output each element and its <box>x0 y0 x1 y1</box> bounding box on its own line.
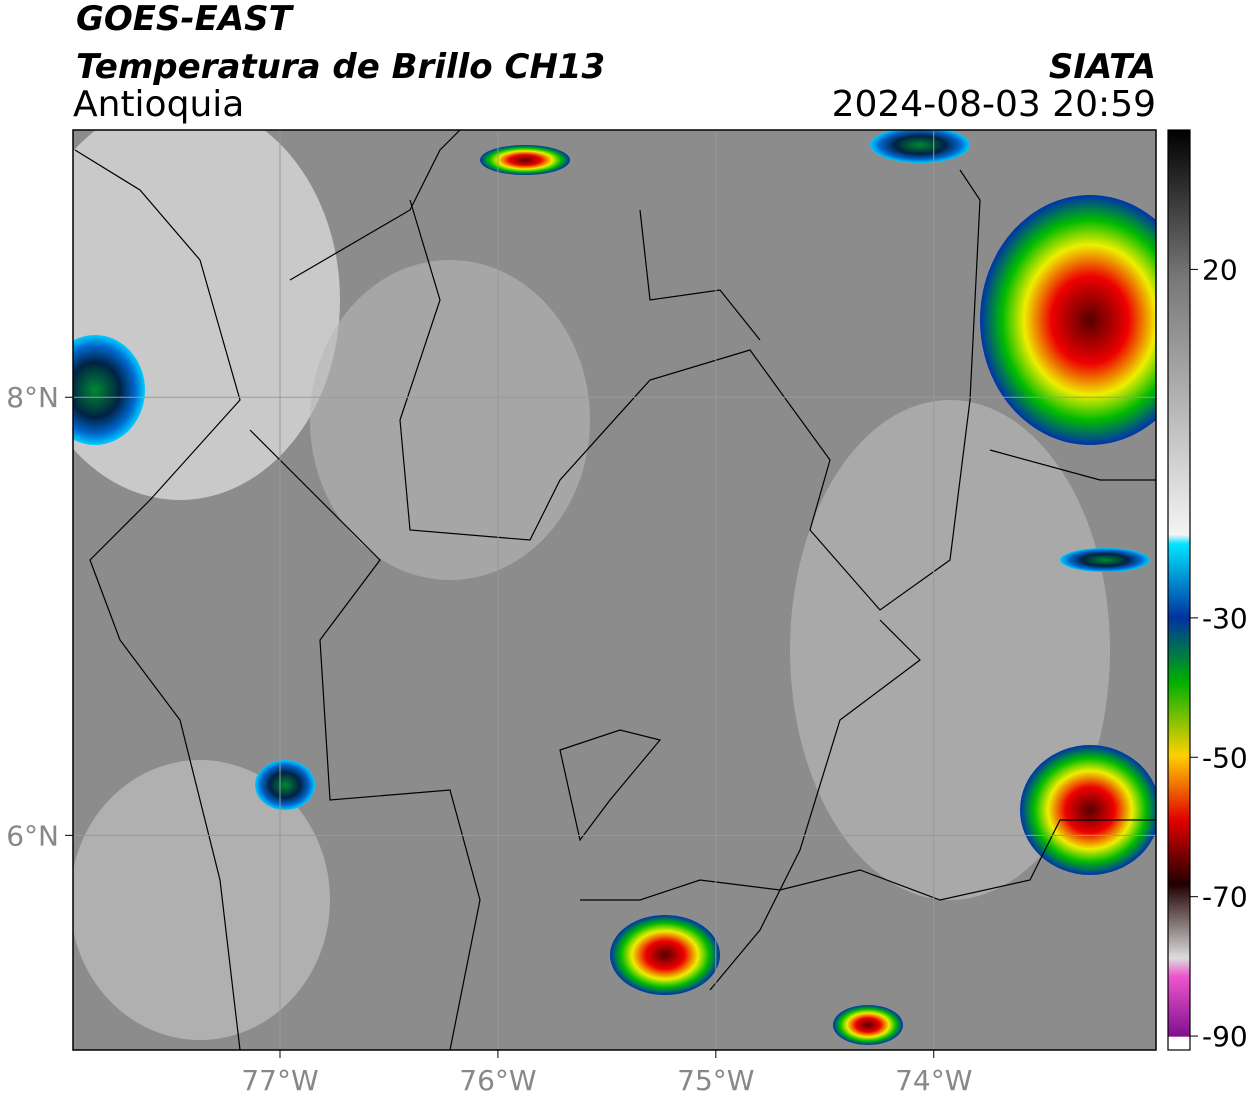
region: Antioquia <box>73 84 244 125</box>
y-tick-label: 8°N <box>6 381 59 414</box>
map-frame <box>72 129 1157 1051</box>
colorbar-tick-label: -50 <box>1202 741 1248 774</box>
title: GOES-EAST <box>76 0 295 39</box>
x-tick-label: 74°W <box>895 1064 972 1097</box>
x-tick-label: 75°W <box>677 1064 754 1097</box>
source: SIATA <box>1049 47 1156 87</box>
colorbar-tick-label: -30 <box>1202 602 1248 635</box>
datetime: 2024-08-03 20:59 <box>832 84 1156 125</box>
x-tick-label: 77°W <box>241 1064 318 1097</box>
x-tick-label: 76°W <box>459 1064 536 1097</box>
colorbar-tick-label: -70 <box>1202 881 1248 914</box>
colorbar <box>1167 129 1191 1051</box>
subtitle: Temperatura de Brillo CH13 <box>76 47 605 87</box>
colorbar-tick-label: -90 <box>1202 1020 1248 1053</box>
map <box>73 130 1156 1050</box>
colorbar-tick-label: 20 <box>1202 253 1238 286</box>
y-tick-label: 6°N <box>6 819 59 852</box>
graticule <box>73 130 1156 1050</box>
